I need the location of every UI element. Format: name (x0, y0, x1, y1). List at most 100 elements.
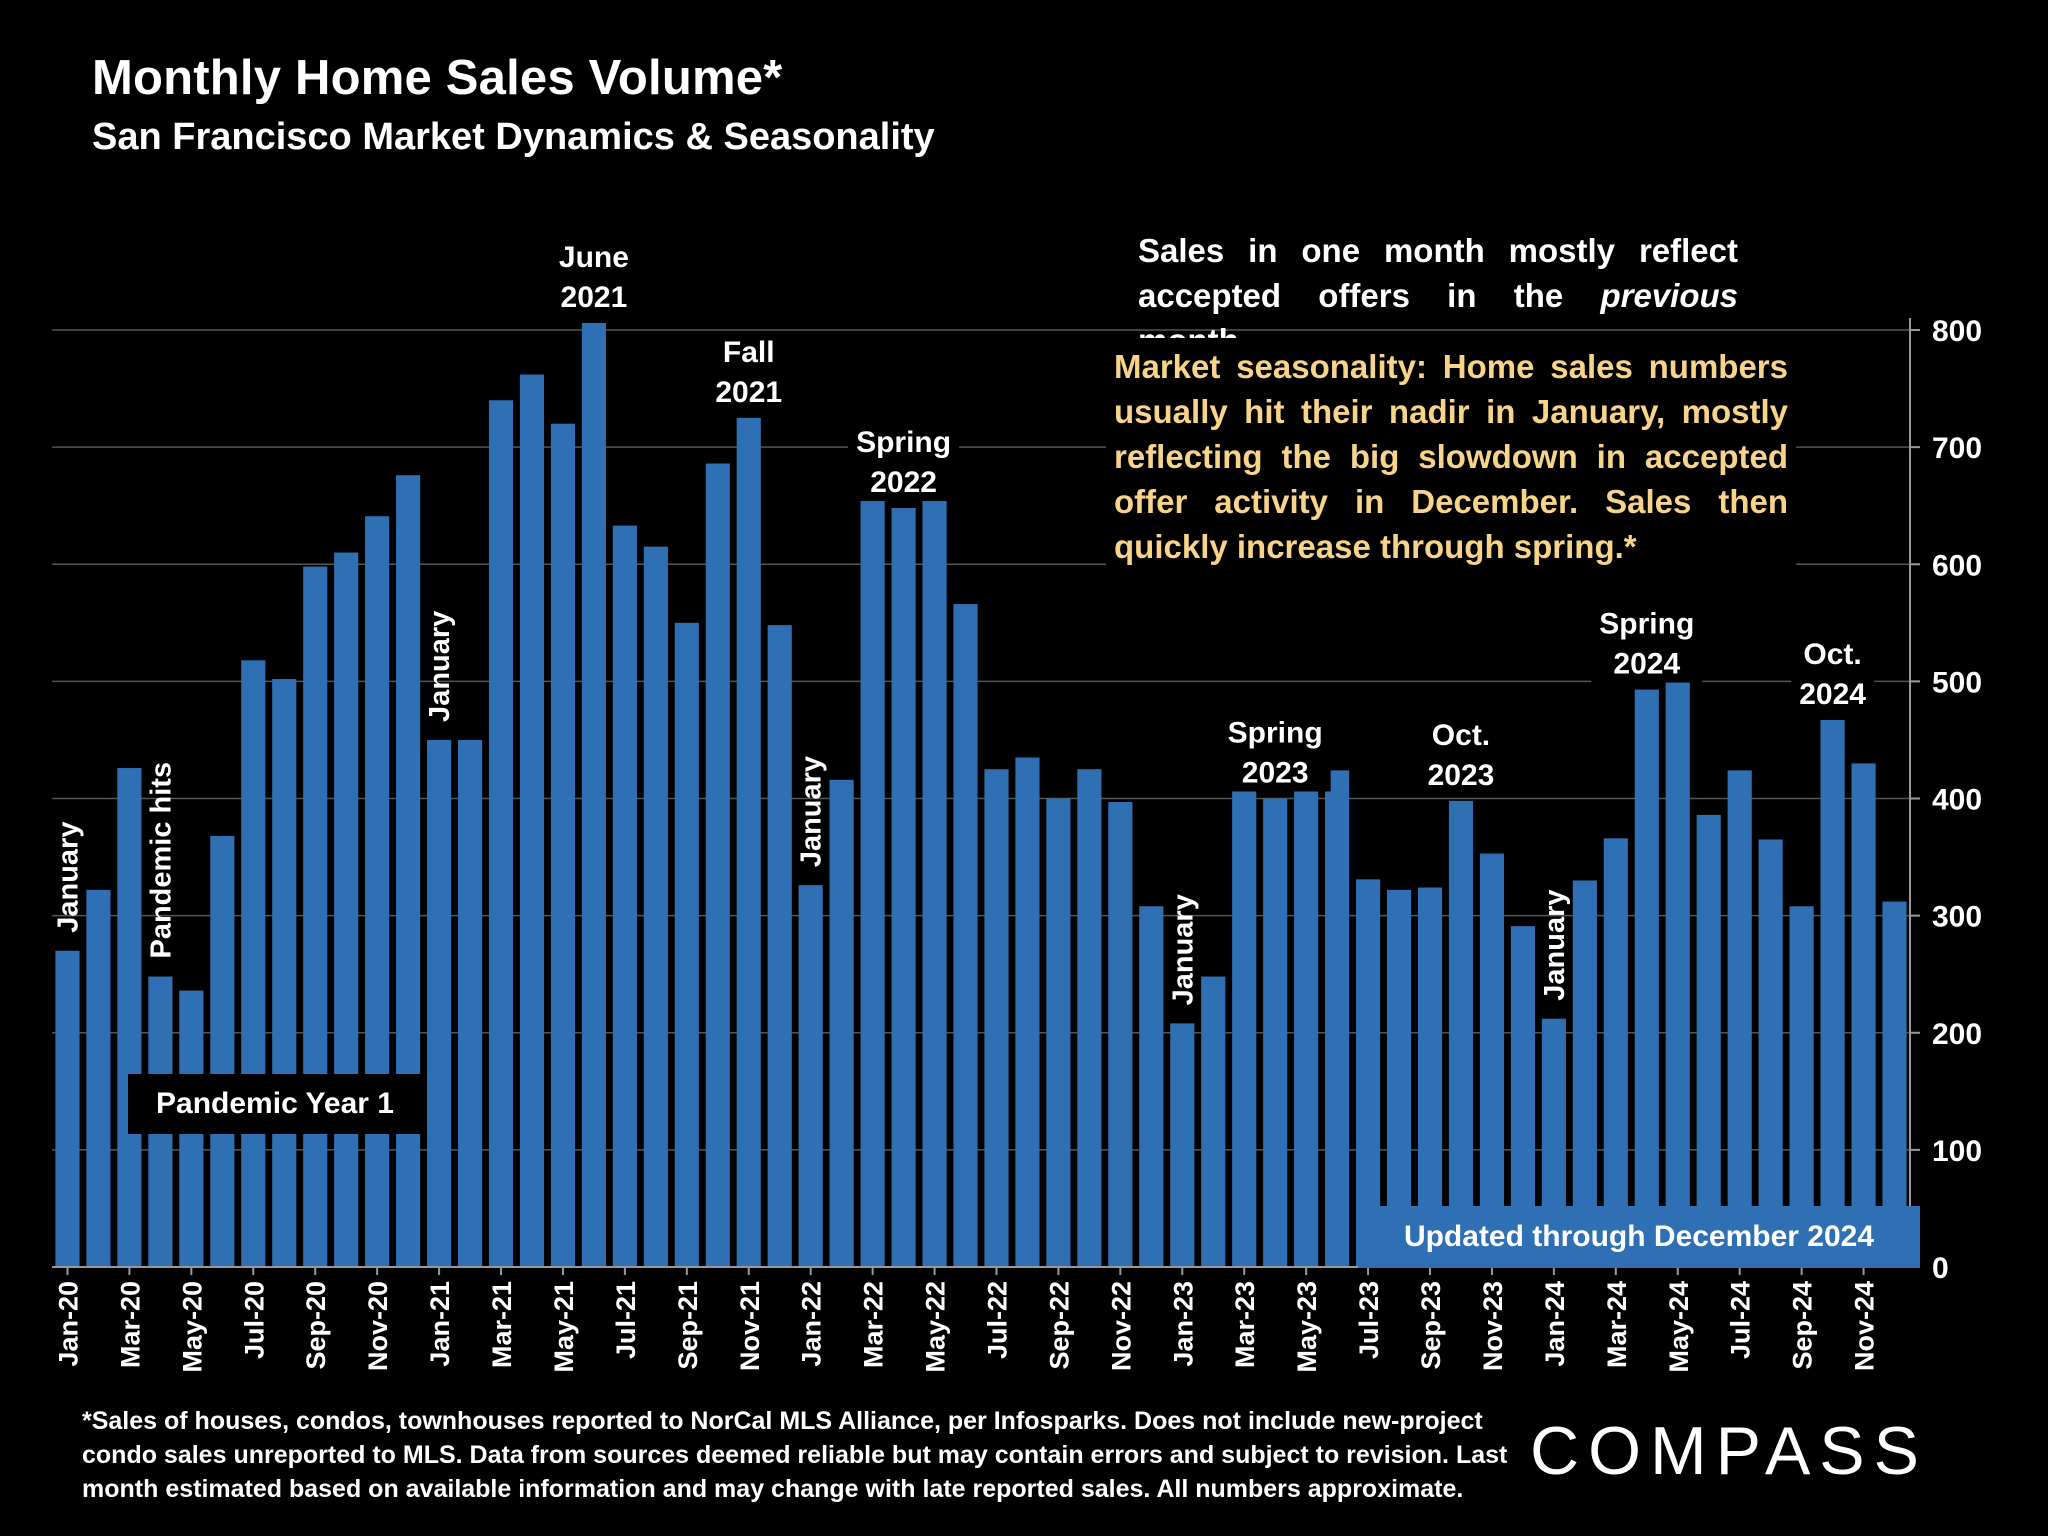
bar (798, 885, 823, 1267)
bar (581, 322, 606, 1267)
bar-annotation-line: 2023 (1242, 757, 1309, 790)
y-tick-label: 400 (1932, 784, 1982, 817)
bar (1851, 763, 1876, 1267)
x-tick-label: Jan-21 (425, 1281, 455, 1367)
x-tick-label: Nov-21 (735, 1281, 765, 1371)
bar (1820, 720, 1845, 1267)
bar (1634, 689, 1659, 1267)
bar (1201, 976, 1226, 1267)
bar (829, 779, 854, 1267)
bar-annotation-line: 2024 (1799, 678, 1866, 711)
bar-annotation: June 2021 (559, 241, 629, 314)
bar (427, 739, 452, 1267)
bar-annotation-line: Spring (856, 426, 951, 459)
annotation-background (1419, 716, 1503, 794)
bar (1015, 757, 1040, 1267)
x-tick-label: Sep-23 (1416, 1281, 1446, 1370)
x-tick-label: May-23 (1292, 1281, 1322, 1373)
x-tick-label: May-22 (921, 1281, 951, 1373)
lag-note: Sales in one month mostly reflect accept… (1138, 228, 1738, 363)
bar-annotation: Pandemic hits (145, 762, 177, 959)
bar-annotation-line: Spring (1228, 717, 1323, 750)
footnote: *Sales of houses, condos, townhouses rep… (82, 1407, 1508, 1503)
bar (674, 622, 699, 1267)
bar (984, 769, 1009, 1267)
x-tick-label: Nov-23 (1478, 1281, 1508, 1371)
bar (1263, 798, 1288, 1267)
bar (767, 625, 792, 1267)
y-tick-label: 100 (1932, 1135, 1982, 1168)
bar-annotation-line: Oct. (1432, 719, 1490, 752)
x-tick-label: Mar-23 (1230, 1281, 1260, 1368)
bar (303, 566, 328, 1267)
chart-title: Monthly Home Sales Volume* (92, 51, 783, 105)
bar (1386, 889, 1412, 1267)
x-tick-label: Sep-22 (1044, 1281, 1074, 1370)
bar-annotation-line: 2022 (870, 466, 937, 499)
bar (1696, 814, 1721, 1267)
x-tick-label: Mar-22 (859, 1281, 889, 1368)
bar (272, 679, 297, 1267)
x-tick-label: Mar-20 (115, 1281, 145, 1368)
bar-annotation: January (1167, 894, 1199, 1005)
x-tick-label: Jul-23 (1354, 1281, 1384, 1359)
bar (55, 950, 80, 1267)
bar (1170, 1023, 1195, 1267)
x-tick-label: Jan-24 (1540, 1281, 1570, 1367)
x-tick-label: Nov-20 (363, 1281, 393, 1371)
bar (86, 889, 111, 1267)
x-tick-label: Jul-21 (611, 1281, 641, 1359)
y-tick-label: 200 (1932, 1018, 1982, 1051)
y-tick-label: 500 (1932, 666, 1982, 699)
bar (1665, 679, 1690, 1267)
bar-annotation-line: Oct. (1803, 638, 1861, 671)
y-tick-label: 700 (1932, 432, 1982, 465)
annotation-background (1219, 714, 1331, 792)
bar (922, 498, 947, 1267)
x-tick-label: Mar-24 (1602, 1281, 1632, 1368)
bar-annotation: January (424, 611, 456, 722)
annotation-background (707, 333, 791, 411)
x-tick-label: Jan-22 (797, 1281, 827, 1367)
bar (705, 463, 730, 1268)
bar (1758, 839, 1783, 1267)
bar-annotation: Oct. 2023 (1428, 719, 1495, 792)
bar-annotation: Spring 2023 (1228, 717, 1323, 790)
bar (210, 835, 235, 1267)
compass-logo: COMPASS (1530, 1413, 1929, 1489)
bar (1139, 906, 1164, 1267)
bar-annotation: January (796, 756, 828, 867)
y-tick-label: 800 (1932, 315, 1982, 348)
seasonality-note: Market seasonality: Home sales numbers u… (1106, 338, 1796, 575)
x-tick-label: Nov-24 (1850, 1281, 1880, 1371)
x-tick-label: Nov-22 (1106, 1281, 1136, 1371)
bar (117, 768, 142, 1267)
bar (891, 508, 916, 1267)
bar (1572, 880, 1597, 1267)
bar (736, 417, 761, 1267)
x-tick-label: Jul-20 (239, 1281, 269, 1359)
bar-annotation-line: Spring (1599, 608, 1694, 641)
annotation-background (1591, 605, 1703, 683)
bar (643, 546, 668, 1267)
bar (550, 423, 576, 1267)
bar-annotation-line: 2024 (1613, 648, 1680, 681)
bar (334, 552, 359, 1267)
annotation-background (848, 424, 960, 502)
bar-annotation: January (52, 822, 84, 933)
bar (1077, 769, 1102, 1267)
bar (396, 475, 421, 1267)
x-tick-label: Sep-21 (673, 1281, 703, 1370)
lag-note-emphasis: previous (1600, 277, 1738, 314)
bar (612, 525, 637, 1267)
bar-annotation: January (1539, 889, 1571, 1000)
bar (1325, 770, 1350, 1267)
lag-note-text-1: Sales in one month mostly reflect accept… (1138, 232, 1738, 314)
bar (953, 604, 978, 1267)
bar (457, 739, 483, 1267)
chart-subtitle: San Francisco Market Dynamics & Seasonal… (92, 116, 935, 158)
y-tick-label: 600 (1932, 549, 1982, 582)
bar (365, 516, 390, 1267)
annotation-background (1791, 636, 1875, 714)
updated-through-label: Updated through December 2024 (1358, 1206, 1920, 1268)
